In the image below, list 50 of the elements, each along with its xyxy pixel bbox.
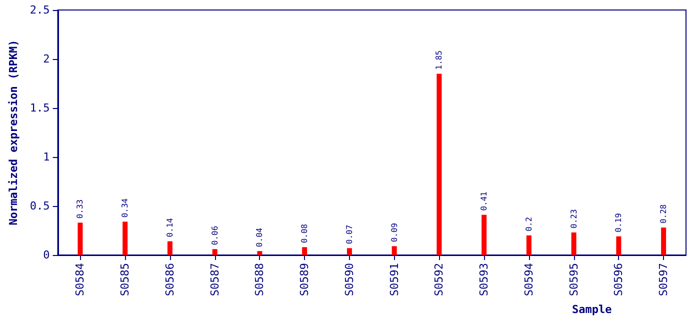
data-label: 0.41 — [480, 191, 489, 211]
x-tick-label: S0592 — [432, 262, 446, 296]
bar — [482, 214, 487, 255]
data-label: 0.14 — [165, 218, 174, 238]
x-tick-label: S0595 — [567, 262, 580, 296]
y-tick-label: 0 — [43, 248, 50, 262]
data-label: 0.19 — [614, 212, 624, 232]
bar — [302, 247, 308, 255]
bar — [78, 222, 83, 255]
data-label: 0.23 — [569, 209, 578, 228]
x-tick-label: S0597 — [657, 262, 670, 296]
x-tick-label: S0585 — [118, 262, 132, 296]
bar — [167, 241, 172, 255]
data-label: 0.34 — [120, 198, 130, 218]
data-label: 0.08 — [300, 224, 310, 244]
bar — [616, 236, 622, 255]
y-axis-title: Normalized expression (RPKM) — [7, 40, 20, 226]
y-tick-label: 1 — [43, 150, 50, 164]
y-tick-label: 2.5 — [30, 4, 50, 16]
data-label: 0.33 — [76, 199, 85, 219]
bar — [257, 251, 262, 255]
data-label: 0.28 — [659, 204, 668, 224]
bar — [436, 74, 442, 255]
x-tick-label: S0591 — [388, 262, 401, 296]
data-label: 0.06 — [210, 226, 220, 246]
x-tick-label: S0596 — [612, 262, 626, 296]
bar — [661, 228, 666, 255]
bar — [392, 246, 397, 255]
bar — [122, 222, 128, 255]
data-label: 0.04 — [255, 228, 264, 248]
x-tick-label: S0589 — [298, 262, 312, 296]
data-label: 0.07 — [344, 224, 354, 244]
x-tick-label: S0590 — [342, 262, 356, 296]
bar — [571, 232, 576, 255]
x-tick-label: S0588 — [253, 262, 266, 296]
bar — [346, 248, 352, 255]
x-tick-label: S0586 — [163, 262, 176, 296]
bar — [212, 249, 218, 255]
data-label: 1.85 — [434, 50, 444, 70]
y-tick-label: 0.5 — [30, 199, 50, 212]
y-tick-label: 2 — [43, 52, 50, 66]
data-label: 0.2 — [524, 216, 534, 232]
x-tick-label: S0593 — [478, 262, 491, 296]
x-tick-label: S0594 — [522, 262, 536, 296]
y-tick-label: 1.5 — [30, 101, 50, 114]
x-tick-label: S0587 — [208, 262, 222, 296]
x-tick-label: S0584 — [74, 262, 87, 296]
bar — [526, 235, 532, 255]
data-label: 0.09 — [390, 222, 399, 242]
x-axis-title: Sample — [572, 303, 612, 316]
